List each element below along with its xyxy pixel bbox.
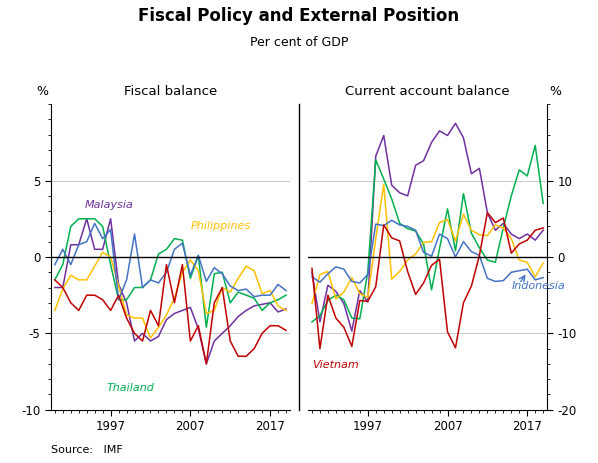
Text: Vietnam: Vietnam bbox=[312, 360, 359, 370]
Text: Thailand: Thailand bbox=[106, 383, 154, 394]
Text: Indonesia: Indonesia bbox=[511, 281, 565, 291]
Text: Philippines: Philippines bbox=[190, 221, 251, 232]
Text: Fiscal balance: Fiscal balance bbox=[124, 85, 217, 98]
Text: %: % bbox=[550, 85, 562, 98]
Text: Source:   IMF: Source: IMF bbox=[51, 444, 123, 455]
Text: %: % bbox=[36, 85, 48, 98]
Text: Current account balance: Current account balance bbox=[345, 85, 510, 98]
Text: Per cent of GDP: Per cent of GDP bbox=[250, 36, 348, 49]
Text: Fiscal Policy and External Position: Fiscal Policy and External Position bbox=[139, 7, 459, 25]
Text: Malaysia: Malaysia bbox=[85, 200, 134, 210]
